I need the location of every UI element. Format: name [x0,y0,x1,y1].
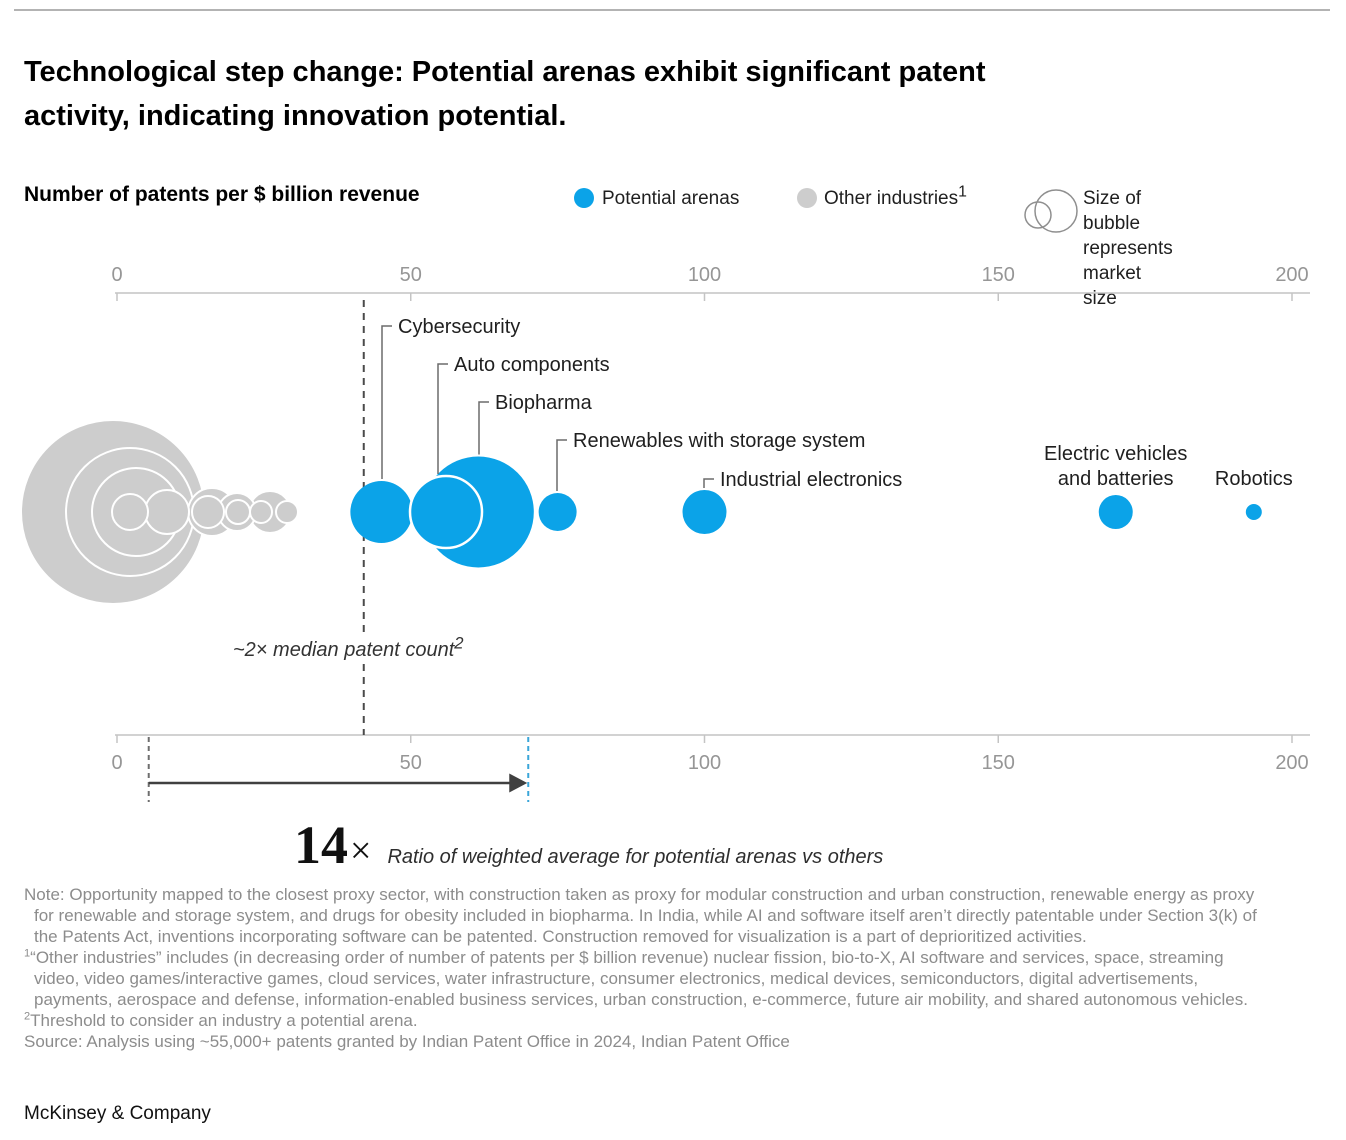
page-title-line2: activity, indicating innovation potentia… [24,100,567,132]
bubble-auto-components [408,474,484,550]
page-title: Technological step change: Potential are… [24,50,1264,138]
bubble-size-icon [1024,189,1078,233]
bottom-axis-tick-label: 50 [400,752,422,774]
top-axis-tick-label: 100 [688,264,721,286]
top-divider [14,9,1330,11]
threshold-label-text: ~2× median patent count [233,639,455,661]
bottom-axis-tick-label: 200 [1275,752,1308,774]
brand-footer: McKinsey & Company [24,1103,211,1124]
other-industry-bubble [144,489,190,535]
bubble-size-note-line1: Size of bubble [1083,188,1142,234]
footnote-1-text: “Other industries” includes (in decreasi… [30,948,1248,1009]
bubble-renewables-with-storage-system [538,493,577,531]
footnote-marker: 1 [24,947,31,960]
footnote-2-text: Threshold to consider an industry a pote… [30,1011,418,1030]
threshold-label: ~2× median patent count2 [231,635,474,664]
other-industry-bubble [249,500,273,524]
bubble-chart: 0 50 100 150 200 0 50 100 150 200 Cybersecurity Bio… [20,264,1310,802]
top-axis-tick-label: 50 [400,264,422,286]
bubble-label: Renewables with storage system [573,430,865,452]
other-industry-bubble [111,493,149,531]
ratio-annotation: 14 × Ratio of weighted average for poten… [294,814,883,876]
legend-label-other-industries-text: Other industries [824,188,959,209]
callout-line [381,325,392,479]
bubble-label: Electric vehicles [1044,443,1187,465]
note-text: Note: Opportunity mapped to the closest … [24,885,1257,946]
ratio-label: Ratio of weighted average for potential … [387,846,884,868]
chart-axis-title: Number of patents per $ billion revenue [24,183,420,206]
footnote-2: 2Threshold to consider an industry a pot… [24,1010,1264,1031]
callout-line [556,439,567,491]
footnote-marker: 2 [24,1010,31,1023]
multiplication-sign: × [350,830,372,872]
legend-label-potential-arenas: Potential arenas [602,188,740,209]
other-industry-bubble [225,499,251,525]
bubble-robotics [1245,504,1262,520]
callout-line [703,478,714,488]
bubble-label: Cybersecurity [398,316,520,338]
top-axis-tick-label: 0 [111,264,122,286]
footnotes: Note: Opportunity mapped to the closest … [24,884,1264,1052]
footnote-1: 1“Other industries” includes (in decreas… [24,947,1264,1010]
callout-line [437,363,448,474]
bubble-label: Biopharma [495,392,593,414]
ratio-value: 14 [294,815,348,875]
legend-dot-other-industries [797,188,817,208]
bubble-electric-vehicles-and-batteries [1098,495,1133,529]
footnote-marker: 1 [958,183,967,201]
ratio-arrow-head [509,773,528,793]
bubble-label: Robotics [1215,468,1293,490]
top-axis-tick-label: 150 [982,264,1015,286]
page-title-line1: Technological step change: Potential are… [24,56,986,88]
bubble-label: Industrial electronics [720,469,902,491]
bottom-axis-tick-label: 100 [688,752,721,774]
bubble-label: and batteries [1058,468,1174,490]
bottom-axis-tick-label: 150 [982,752,1015,774]
source-text: Source: Analysis using ~55,000+ patents … [24,1032,790,1051]
bubble-cybersecurity [350,481,413,543]
top-axis-tick-label: 200 [1275,264,1308,286]
bubble-size-note: Size of bubble represents market size [1083,186,1173,311]
legend-dot-potential-arenas [574,188,594,208]
other-industry-bubble [191,495,225,529]
other-industry-bubble [275,500,299,524]
bubble-industrial-electronics [682,490,727,534]
callout-line [478,401,489,455]
bubble-label: Auto components [454,354,610,376]
footnote-marker: 2 [454,633,464,653]
bottom-axis-tick-label: 0 [111,752,122,774]
legend-label-other-industries: Other industries1 [824,184,967,210]
